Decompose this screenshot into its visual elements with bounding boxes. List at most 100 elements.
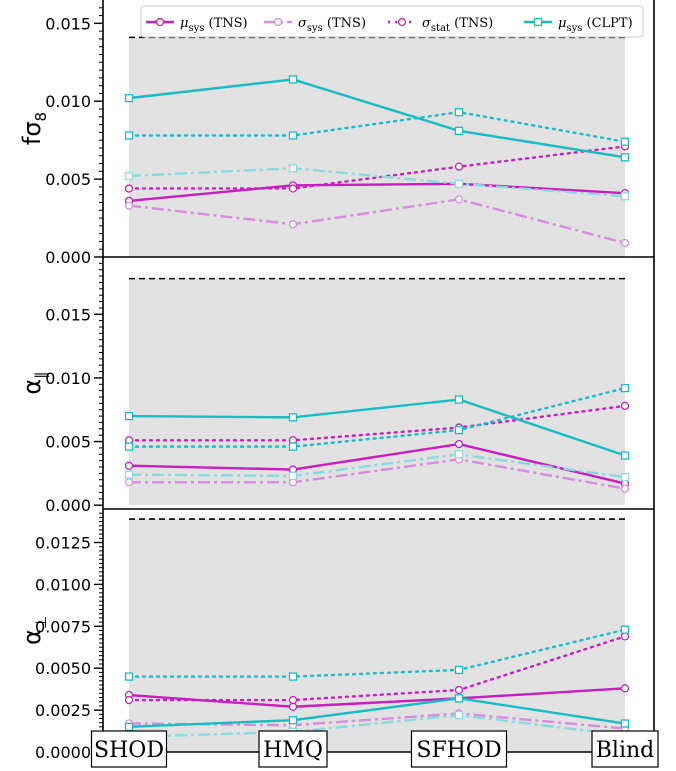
- data-point: [620, 484, 630, 493]
- data-point: [620, 192, 630, 201]
- data-point: [124, 93, 134, 103]
- series-line: [127, 635, 627, 702]
- shaded-region: [129, 519, 625, 752]
- series-sigma-sys-clpt: [124, 164, 630, 201]
- data-point: [124, 695, 134, 705]
- legend-box: [140, 5, 644, 38]
- category-box: [258, 730, 328, 768]
- category-shod: SHOD: [90, 730, 168, 768]
- data-point: [124, 442, 134, 451]
- category-blind: Blind: [591, 730, 659, 768]
- data-point: [454, 425, 464, 435]
- data-point: [454, 694, 464, 703]
- y-tick-label: 0.0075: [35, 617, 91, 636]
- data-point: [620, 632, 630, 641]
- data-point: [288, 471, 298, 481]
- legend-entry-sigma-sys-tns: σsys (TNS): [264, 16, 366, 34]
- data-point: [288, 702, 298, 711]
- legend-label: μsys (TNS): [180, 16, 248, 34]
- data-point: [620, 383, 630, 393]
- series-sigma-stat-clpt: [124, 625, 630, 681]
- data-point: [620, 473, 630, 482]
- data-point: [620, 238, 630, 248]
- data-point: [124, 171, 134, 181]
- series-line: [129, 458, 626, 490]
- y-tick-label: 0.0050: [35, 659, 91, 678]
- category-sfhod: SFHOD: [410, 730, 508, 768]
- series-line: [128, 167, 626, 198]
- series-line: [127, 110, 627, 143]
- series-line: [128, 712, 626, 730]
- data-point: [124, 201, 134, 210]
- data-point: [288, 184, 298, 193]
- data-point: [620, 719, 630, 728]
- legend-marker: [397, 17, 407, 27]
- data-point: [288, 695, 298, 705]
- data-point: [454, 126, 464, 135]
- category-box: [90, 730, 168, 768]
- data-point: [454, 395, 464, 404]
- legend-marker: [155, 17, 165, 27]
- series-mu-sys-tns: [124, 439, 630, 488]
- data-point: [620, 153, 630, 162]
- category-hmq: HMQ: [258, 730, 328, 768]
- series-sigma-stat-clpt: [124, 107, 630, 146]
- series-sigma-stat-tns: [124, 632, 630, 705]
- category-box: [591, 730, 659, 768]
- y-tick-label: 0.0125: [35, 534, 91, 553]
- series-sigma-stat-clpt: [124, 383, 630, 451]
- series-line: [128, 453, 626, 479]
- chart-legend: μsys (TNS) σsys (TNS) σstat (TNS) μsys (CLP…: [140, 5, 644, 38]
- category-label: SHOD: [94, 738, 164, 763]
- series-mu-sys-clpt: [124, 694, 630, 732]
- data-point: [124, 184, 134, 193]
- category-box: [410, 730, 508, 768]
- data-point: [620, 684, 630, 693]
- data-point: [288, 220, 298, 229]
- data-point: [124, 478, 134, 487]
- y-axis-label: fσ8: [18, 112, 50, 145]
- legend-marker: [533, 17, 543, 27]
- data-point: [454, 710, 464, 720]
- series-line: [128, 398, 626, 457]
- data-point: [620, 137, 630, 146]
- legend-label: σsys (TNS): [298, 16, 366, 34]
- category-label: HMQ: [263, 738, 323, 763]
- series-mu-sys-clpt: [124, 395, 630, 460]
- data-point: [620, 625, 630, 634]
- y-tick-label: 0.010: [45, 92, 91, 111]
- data-point: [288, 672, 298, 681]
- y-tick-label: 0.015: [45, 14, 91, 33]
- category-label: Blind: [596, 738, 655, 763]
- data-point: [454, 162, 464, 171]
- series-sigma-sys-clpt: [124, 450, 630, 482]
- legend-marker: [273, 17, 283, 27]
- series-line: [127, 404, 627, 442]
- data-point: [454, 195, 464, 204]
- y-tick-label: 0.005: [45, 170, 91, 189]
- legend-label: σstat (TNS): [422, 16, 493, 34]
- y-tick-label: 0.000: [45, 248, 91, 267]
- series-line: [128, 78, 626, 159]
- legend-entry-sigma-stat-tns: σstat (TNS): [388, 16, 493, 34]
- data-point: [288, 164, 298, 173]
- series-line: [128, 697, 626, 729]
- y-tick-label: 0.015: [45, 305, 91, 324]
- panel-2: 0.000 0.005 0.010 0.015 α∥: [18, 257, 655, 515]
- series-line: [127, 145, 627, 190]
- data-point: [288, 413, 298, 422]
- data-point: [454, 179, 464, 188]
- data-point: [124, 411, 134, 421]
- data-point: [124, 131, 134, 140]
- y-tick-label: 0.0025: [35, 701, 91, 720]
- category-label: SFHOD: [416, 738, 501, 763]
- data-point: [288, 131, 298, 140]
- data-point: [620, 401, 630, 411]
- data-point: [454, 107, 464, 117]
- legend-label: μsys (CLPT): [558, 16, 633, 34]
- panel-1: 0.000 0.005 0.010 0.015 fσ8: [18, 0, 655, 267]
- data-point: [124, 470, 134, 479]
- data-point: [454, 439, 464, 449]
- series-line: [128, 442, 626, 485]
- y-axis-label: α⊥: [18, 616, 50, 645]
